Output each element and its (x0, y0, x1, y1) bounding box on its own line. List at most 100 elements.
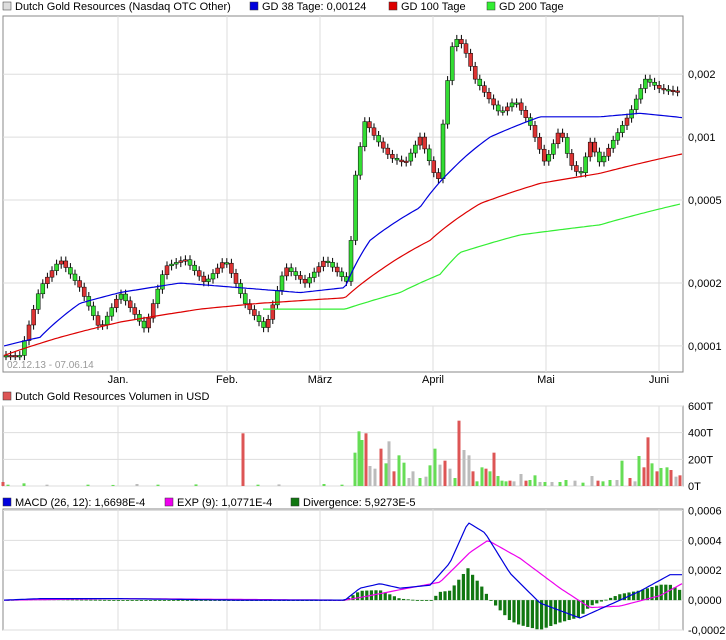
candle (35, 293, 41, 310)
volume-bar (590, 476, 594, 486)
divergence-bar (195, 600, 199, 601)
candle (555, 132, 561, 144)
divergence-bar (379, 590, 383, 601)
date-range: 02.12.13 - 07.06.14 (7, 360, 94, 371)
divergence-bar (549, 600, 553, 626)
candle (380, 141, 386, 149)
candle (569, 153, 575, 166)
candle (486, 92, 492, 100)
divergence-bar (75, 599, 79, 601)
volume-y-tick-label: 400T (688, 428, 713, 440)
volume-bar (373, 468, 377, 486)
candle (91, 305, 96, 316)
candle (311, 271, 317, 278)
candle (601, 155, 607, 163)
volume-bar (596, 480, 600, 486)
divergence-bar (632, 591, 636, 601)
volume-bar (655, 471, 659, 486)
divergence-bar (659, 584, 663, 601)
candle (334, 266, 340, 273)
candle (31, 309, 36, 326)
candle (339, 271, 345, 277)
candle (307, 277, 312, 284)
candle (468, 53, 473, 67)
volume-bar (504, 481, 508, 486)
divergence-bar (475, 580, 479, 601)
divergence-bar (609, 597, 613, 601)
candle (137, 314, 142, 322)
divergence-bar (595, 600, 599, 604)
candle (647, 78, 653, 83)
volume-bar (392, 471, 396, 486)
candle (192, 264, 197, 271)
candle (298, 275, 303, 280)
volume-bar (543, 482, 547, 486)
divergence-bar (553, 600, 557, 625)
volume-bar (438, 464, 442, 486)
candle (330, 262, 335, 268)
divergence-bar (494, 600, 498, 606)
candle (26, 324, 32, 341)
volume-bar (387, 441, 391, 486)
divergence-bar (641, 589, 645, 601)
candle (114, 298, 119, 308)
divergence-bar (540, 600, 544, 630)
divergence-bar (673, 587, 677, 601)
divergence-bar (567, 600, 571, 621)
macd-legend-label: Divergence: 5,9273E-5 (303, 497, 416, 509)
macd-legend-swatch (2, 497, 12, 507)
macd-y-tick-label: -0,0002 (688, 625, 725, 637)
volume-bar (443, 460, 447, 486)
macd-line (3, 522, 682, 619)
divergence-bar (438, 591, 442, 601)
divergence-bar (411, 599, 415, 601)
volume-bar (384, 463, 388, 486)
candle (376, 135, 381, 143)
divergence-bar (484, 593, 488, 601)
divergence-bar (116, 600, 120, 601)
candle (367, 121, 372, 129)
candle (440, 123, 446, 179)
volume-bar (86, 484, 90, 486)
candle (394, 158, 400, 161)
volume-bar (111, 484, 115, 486)
candle (500, 110, 506, 113)
divergence-bar (153, 600, 157, 601)
divergence-bar (655, 585, 659, 601)
candle (449, 46, 455, 81)
divergence-bar (103, 599, 107, 601)
divergence-bar (360, 590, 364, 601)
candle (514, 102, 519, 105)
candle (68, 267, 73, 275)
candle (77, 280, 82, 288)
volume-bar (471, 471, 475, 486)
volume-bar (500, 480, 504, 486)
divergence-bar (590, 600, 594, 606)
volume-title: Dutch Gold Resources Volumen in USD (15, 391, 209, 403)
candle (482, 85, 487, 93)
divergence-bar (213, 600, 217, 601)
price-y-tick-label: 0,0002 (688, 278, 722, 290)
divergence-bar (599, 600, 603, 602)
candle (196, 270, 202, 277)
candle (150, 303, 156, 319)
candle (436, 172, 441, 179)
divergence-bar (434, 595, 438, 601)
price-y-tick-label: 0,0005 (688, 195, 722, 207)
divergence-bar (392, 596, 396, 601)
candle (178, 260, 184, 263)
divergence-bar (622, 593, 626, 601)
price-plot-area (2, 15, 684, 373)
candle (173, 262, 179, 265)
divergence-bar (149, 600, 153, 601)
candle (587, 141, 593, 158)
legend-swatch (388, 1, 398, 11)
candle (670, 89, 676, 92)
divergence-bar (208, 600, 212, 601)
divergence-bar (135, 600, 139, 601)
candle (348, 240, 354, 282)
volume-bar (467, 455, 471, 486)
candle (463, 43, 469, 54)
candle (229, 262, 234, 274)
candle (270, 304, 276, 320)
